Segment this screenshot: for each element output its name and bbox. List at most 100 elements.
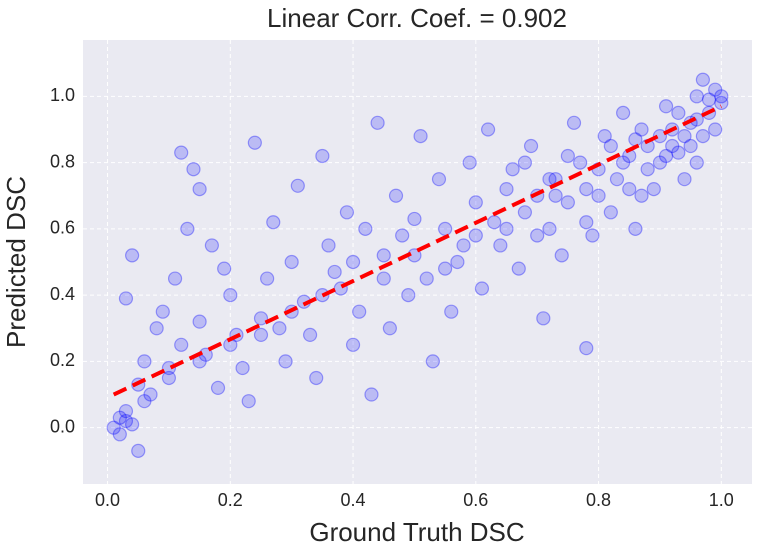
point (321, 238, 336, 253)
point (364, 387, 379, 402)
point (407, 211, 422, 227)
point (125, 248, 140, 263)
point (689, 155, 704, 170)
point (161, 370, 177, 386)
point (137, 354, 152, 369)
point (560, 148, 575, 164)
point (560, 195, 575, 210)
plot-area (83, 40, 752, 484)
x-tick-label: 1.0 (709, 490, 734, 510)
point (413, 128, 428, 144)
point (701, 92, 717, 107)
point (628, 132, 643, 147)
point (579, 341, 594, 356)
y-tick-label: 0.8 (50, 151, 75, 171)
point (652, 155, 668, 170)
y-axis-label: Predicted DSC (1, 176, 31, 348)
point (149, 321, 164, 336)
point (616, 105, 631, 120)
point (640, 162, 655, 177)
point (370, 115, 385, 130)
point (671, 105, 686, 120)
point (112, 427, 127, 442)
point (131, 443, 146, 458)
point (652, 128, 668, 144)
point (554, 248, 569, 263)
point (284, 254, 299, 270)
point (309, 370, 324, 386)
point (186, 162, 201, 177)
x-axis-label: Ground Truth DSC (309, 517, 524, 547)
point (419, 271, 434, 286)
point (137, 394, 152, 409)
point (597, 128, 612, 144)
point (462, 155, 477, 170)
point (438, 221, 453, 236)
point (714, 89, 729, 104)
point (609, 172, 625, 187)
point (192, 182, 207, 197)
point (358, 221, 373, 236)
point (579, 215, 594, 230)
x-tick-label: 0.8 (586, 490, 611, 510)
point (345, 337, 361, 352)
point (579, 182, 594, 197)
point (167, 271, 183, 286)
point (671, 145, 686, 160)
point (480, 122, 496, 137)
y-tick-label: 0.4 (50, 284, 75, 304)
point (714, 95, 729, 111)
point (241, 394, 256, 409)
point (603, 138, 618, 154)
x-tick-label: 0.0 (95, 490, 120, 510)
point (247, 135, 262, 150)
point (425, 354, 440, 369)
point (591, 188, 606, 203)
point (376, 271, 391, 286)
fit-line (112, 104, 723, 397)
point (548, 188, 563, 203)
point (536, 311, 551, 326)
point (493, 238, 508, 253)
point (708, 82, 723, 97)
point (143, 387, 158, 402)
y-tick-label: 0.0 (50, 416, 75, 436)
point (658, 99, 674, 114)
chart-title: Linear Corr. Coef. = 0.902 (267, 3, 567, 33)
point (253, 311, 269, 326)
point (155, 304, 170, 319)
point (487, 215, 502, 230)
y-tick-label: 0.2 (50, 350, 75, 370)
point (180, 221, 195, 236)
point (278, 354, 293, 369)
point (192, 314, 207, 329)
x-tick-label: 0.4 (341, 490, 366, 510)
point (444, 304, 459, 319)
point (125, 417, 140, 432)
point (395, 228, 410, 243)
point (345, 254, 361, 270)
point (315, 148, 330, 164)
point (542, 221, 557, 236)
point (352, 304, 367, 319)
point (585, 228, 600, 243)
point (266, 215, 281, 230)
point (634, 188, 649, 203)
point (566, 115, 582, 130)
point (474, 281, 490, 296)
point (646, 182, 661, 197)
point (511, 261, 526, 276)
point (573, 155, 588, 170)
point (517, 155, 533, 170)
point (272, 321, 287, 336)
point (658, 148, 674, 164)
point (517, 205, 533, 220)
point (438, 261, 453, 276)
point (616, 155, 631, 170)
point (401, 288, 416, 303)
point (253, 327, 269, 342)
point (235, 360, 250, 376)
point (456, 238, 471, 253)
point (499, 221, 514, 236)
